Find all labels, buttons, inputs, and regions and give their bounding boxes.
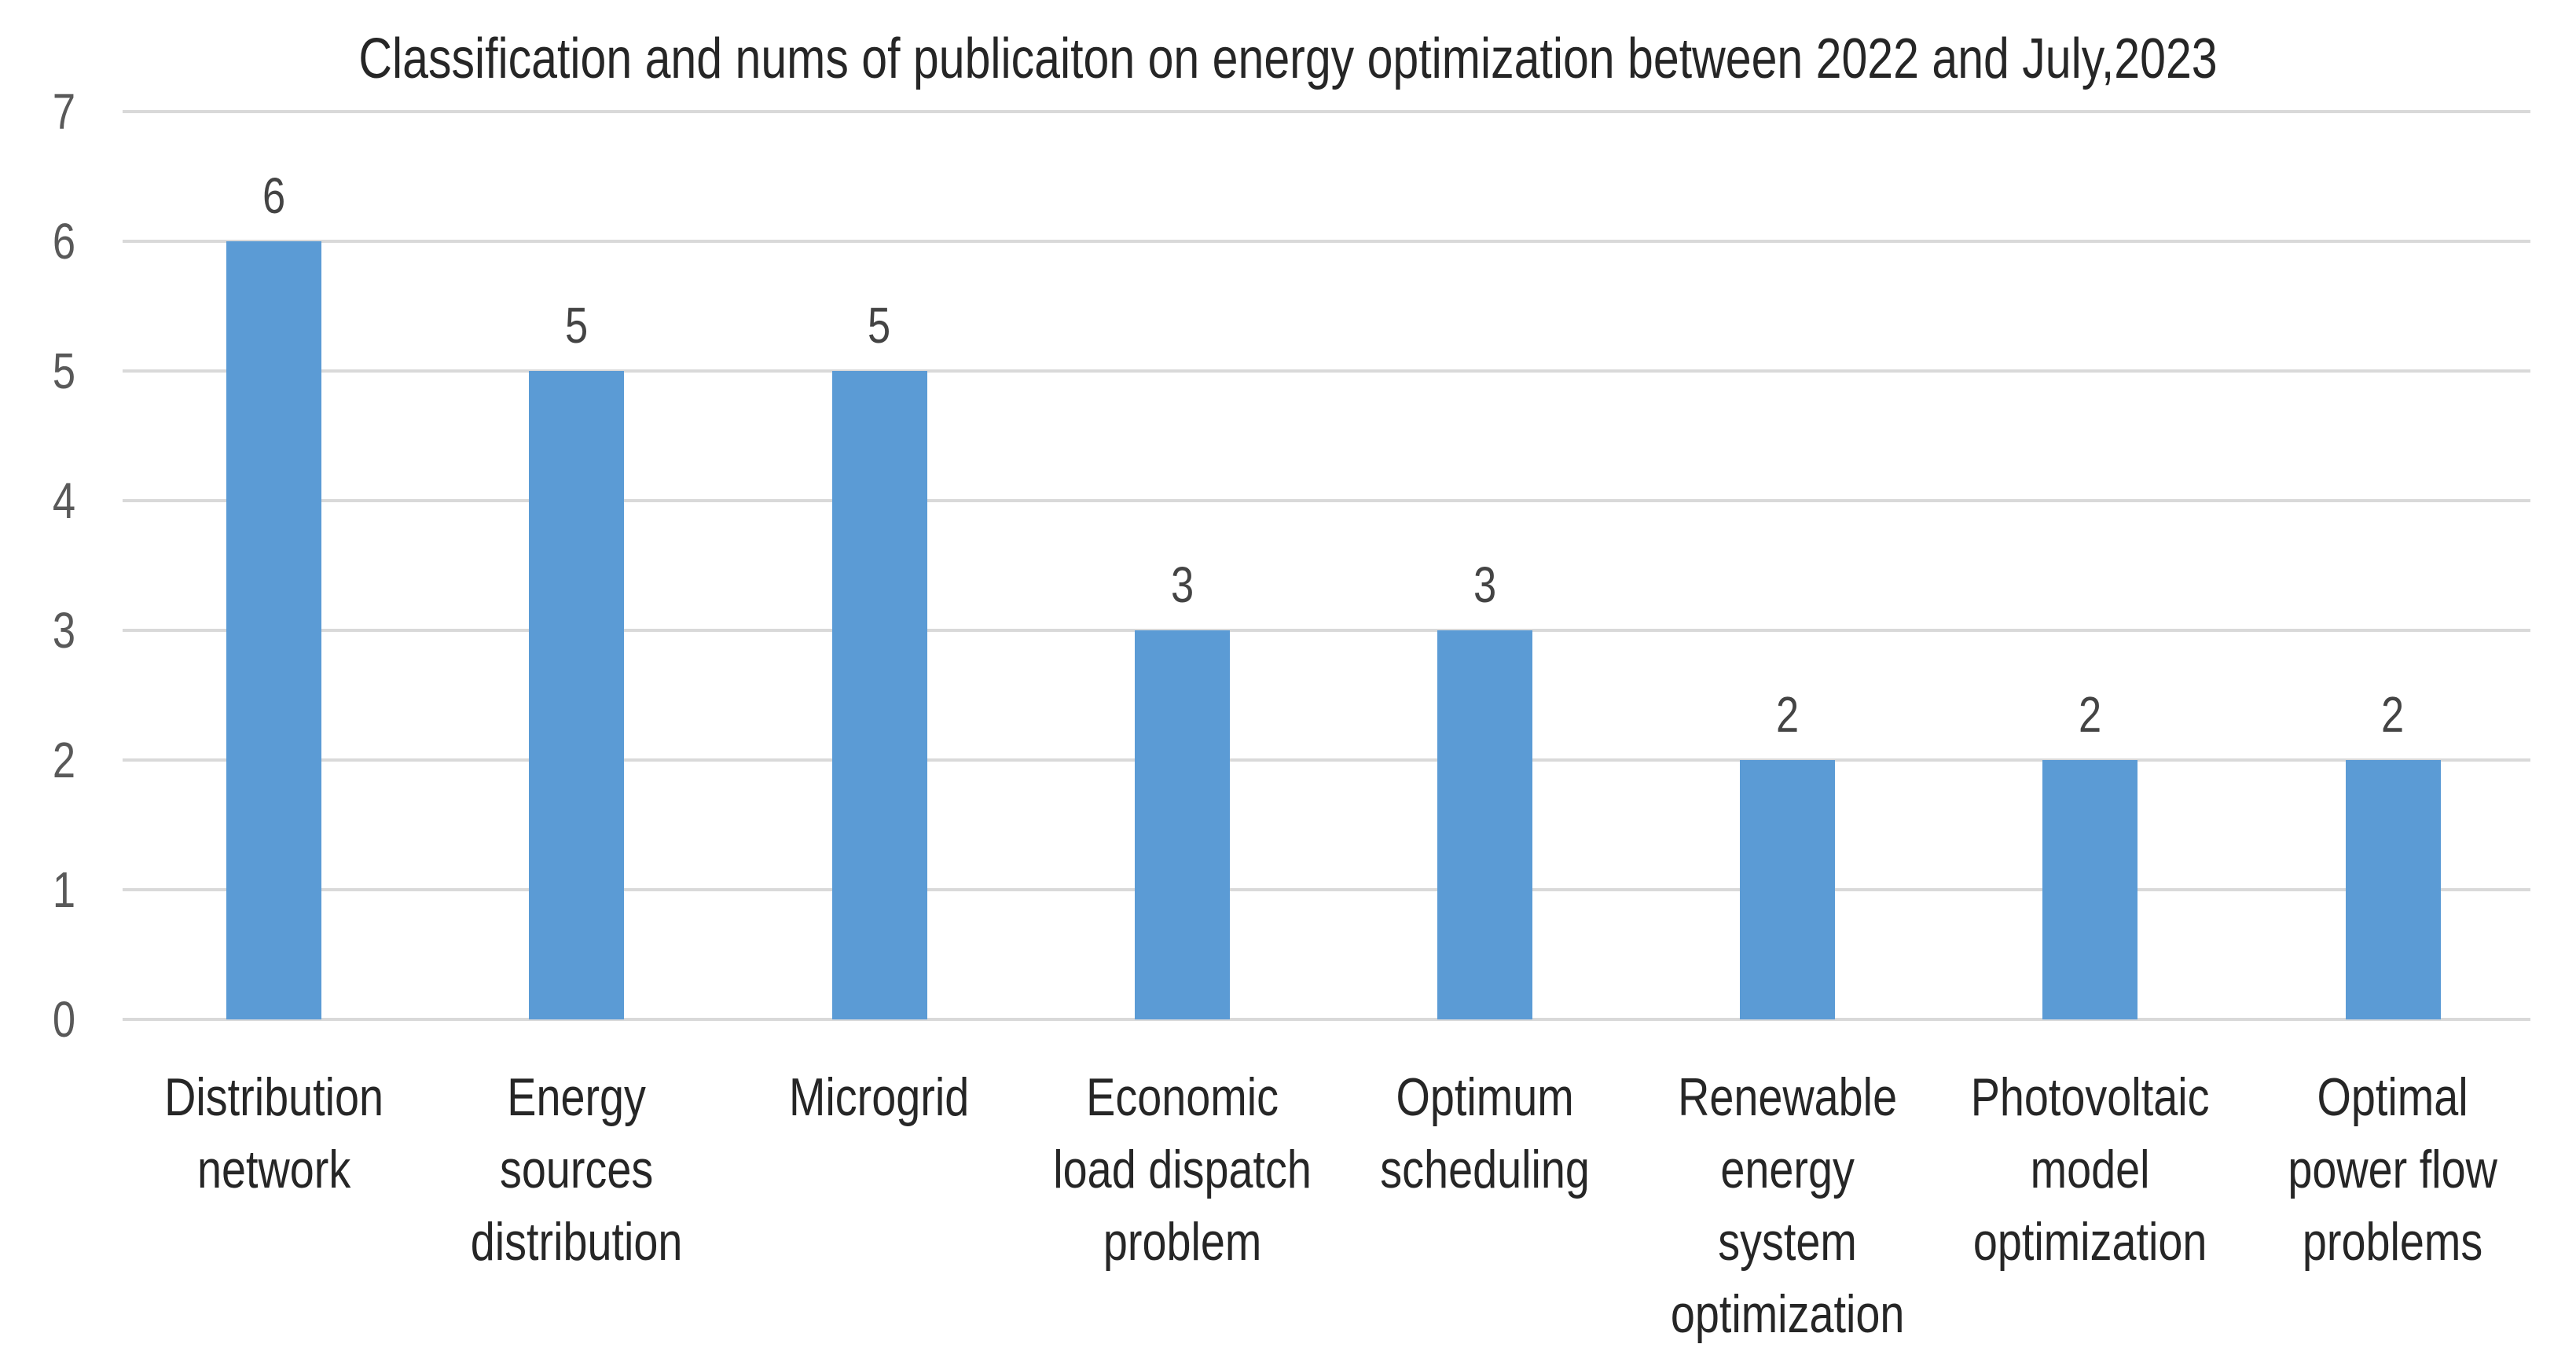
gridline bbox=[123, 369, 2530, 373]
gridline bbox=[123, 110, 2530, 113]
x-axis-category-label: Photovoltaic model optimization bbox=[1970, 1067, 2210, 1272]
chart-title: Classification and nums of publicaiton o… bbox=[358, 28, 2218, 90]
x-axis-category-label: Renewable energy system optimization bbox=[1670, 1067, 1905, 1344]
bar-value-label: 2 bbox=[2079, 686, 2102, 743]
x-axis-category-label: Distribution network bbox=[164, 1067, 384, 1199]
x-axis-category-label: Energy sources distribution bbox=[470, 1067, 683, 1272]
bar-value-label: 5 bbox=[565, 297, 589, 354]
bar bbox=[831, 371, 927, 1019]
y-axis-tick-label: 2 bbox=[52, 732, 75, 788]
y-axis-tick-label: 0 bbox=[52, 991, 75, 1048]
bar-value-label: 3 bbox=[1473, 556, 1496, 613]
y-axis-tick-label: 4 bbox=[52, 472, 75, 529]
gridline bbox=[123, 888, 2530, 891]
bar bbox=[1134, 630, 1230, 1019]
x-axis-category-label: Economic load dispatch problem bbox=[1052, 1067, 1312, 1272]
bar bbox=[1740, 760, 1836, 1019]
bar-value-label: 6 bbox=[262, 167, 286, 224]
y-axis-tick-label: 5 bbox=[52, 343, 75, 399]
bar-value-label: 5 bbox=[868, 297, 891, 354]
x-axis-category-label: Optimal power flow problems bbox=[2288, 1067, 2498, 1272]
bar bbox=[2345, 760, 2441, 1019]
bar bbox=[226, 241, 322, 1019]
y-axis-tick-label: 6 bbox=[52, 213, 75, 270]
x-axis-category-label: Microgrid bbox=[789, 1067, 970, 1127]
gridline bbox=[123, 499, 2530, 502]
bar-value-label: 2 bbox=[2381, 686, 2405, 743]
gridline bbox=[123, 758, 2530, 762]
gridline bbox=[123, 240, 2530, 243]
bar bbox=[529, 371, 625, 1019]
y-axis-tick-label: 3 bbox=[52, 602, 75, 659]
bar bbox=[2042, 760, 2138, 1019]
gridline bbox=[123, 629, 2530, 632]
bar-value-label: 3 bbox=[1170, 556, 1194, 613]
x-axis-category-label: Optimum scheduling bbox=[1380, 1067, 1590, 1199]
y-axis-tick-label: 1 bbox=[52, 861, 75, 918]
y-axis-tick-label: 7 bbox=[52, 83, 75, 140]
bar-value-label: 2 bbox=[1776, 686, 1800, 743]
bar bbox=[1437, 630, 1532, 1019]
gridline bbox=[123, 1018, 2530, 1021]
